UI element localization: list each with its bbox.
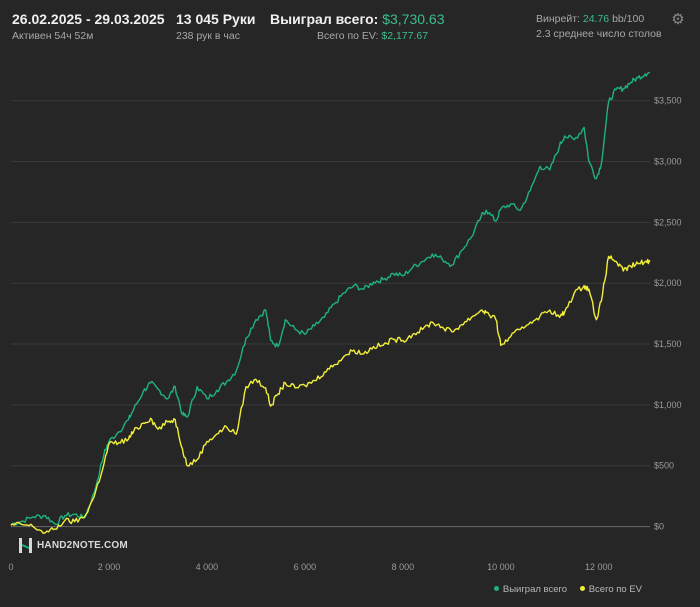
winrate-value: 24.76 (582, 13, 610, 25)
hands-count: 13 045 Руки (176, 11, 256, 27)
legend-won-dot (493, 586, 499, 592)
plot-area (11, 52, 650, 557)
winrate: Винрейт: 24.76 bb/100 (536, 13, 644, 25)
legend-won-label[interactable]: Выиграл всего (502, 584, 568, 595)
ev-total-label: Всего по EV: (317, 30, 379, 42)
hands-per-hour: 238 рук в час (176, 30, 240, 42)
won-total: Выиграл всего: $3,730.63 (270, 11, 445, 27)
y-tick-label: $2,000 (654, 278, 682, 288)
won-series-line (10, 71, 650, 526)
gear-icon[interactable]: ⚙ (671, 11, 685, 28)
x-tick-label: 2 000 (98, 562, 121, 572)
legend-ev-dot (579, 586, 585, 592)
y-tick-label: $1,500 (654, 339, 682, 349)
y-tick-label: $0 (654, 522, 664, 532)
header: 26.02.2025 - 29.03.2025 Активен 54ч 52м … (0, 0, 700, 46)
chart-legend: Выиграл всего Всего по EV (484, 584, 642, 595)
date-range[interactable]: 26.02.2025 - 29.03.2025 (12, 11, 165, 27)
winrate-unit: bb/100 (612, 13, 645, 25)
active-time: Активен 54ч 52м (12, 30, 94, 42)
winrate-label: Винрейт: (536, 13, 580, 25)
won-total-value: $3,730.63 (382, 11, 445, 27)
y-tick-label: $2,500 (654, 217, 682, 227)
logo-text: HAND2NOTE.COM (37, 540, 128, 551)
legend-ev-label[interactable]: Всего по EV (588, 584, 642, 595)
y-tick-label: $500 (654, 461, 674, 471)
x-tick-label: 4 000 (196, 562, 219, 572)
ev-series-line (10, 255, 651, 534)
ev-total-value: $2,177.67 (381, 30, 429, 42)
hand2note-logo-icon (19, 538, 32, 553)
x-tick-label: 10 000 (487, 562, 515, 572)
x-tick-label: 8 000 (392, 562, 415, 572)
y-tick-label: $1,000 (654, 400, 682, 410)
avg-tables: 2.3 среднее число столов (536, 28, 662, 40)
y-tick-label: $3,500 (654, 96, 682, 106)
y-tick-label: $3,000 (654, 157, 682, 167)
won-total-label: Выиграл всего: (270, 11, 379, 27)
x-tick-label: 12 000 (585, 562, 613, 572)
ev-total: Всего по EV: $2,177.67 (317, 30, 428, 42)
logo: HAND2NOTE.COM (18, 537, 128, 554)
x-tick-label: 6 000 (294, 562, 317, 572)
x-tick-label: 0 (8, 562, 13, 572)
